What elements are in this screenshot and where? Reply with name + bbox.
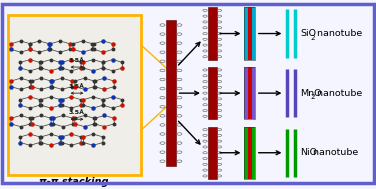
Bar bbox=[252, 67, 255, 119]
Bar bbox=[248, 127, 252, 179]
Bar bbox=[248, 67, 252, 119]
Text: 3.5Å: 3.5Å bbox=[69, 84, 85, 89]
Text: nanotube: nanotube bbox=[310, 148, 358, 157]
Text: NiO: NiO bbox=[300, 148, 318, 157]
Bar bbox=[252, 127, 255, 179]
Bar bbox=[166, 20, 176, 166]
Bar bbox=[244, 67, 255, 119]
Text: 3.5Å: 3.5Å bbox=[69, 110, 85, 115]
Text: nanotube: nanotube bbox=[314, 29, 362, 38]
Bar bbox=[244, 127, 255, 179]
Bar bbox=[244, 127, 248, 179]
Text: 2: 2 bbox=[310, 94, 315, 100]
Text: MnO: MnO bbox=[300, 89, 322, 98]
Text: 3.5Å: 3.5Å bbox=[69, 58, 85, 63]
Text: π-π stacking: π-π stacking bbox=[39, 177, 109, 187]
Text: nanotube: nanotube bbox=[314, 89, 362, 98]
Bar bbox=[244, 7, 248, 60]
Bar bbox=[248, 7, 252, 60]
Bar bbox=[208, 7, 217, 60]
Bar bbox=[208, 67, 217, 119]
Bar bbox=[208, 127, 217, 179]
Bar bbox=[244, 7, 255, 60]
Bar bbox=[8, 15, 141, 175]
Text: SiO: SiO bbox=[300, 29, 317, 38]
Bar bbox=[244, 67, 248, 119]
Bar bbox=[252, 7, 255, 60]
Text: 2: 2 bbox=[310, 35, 315, 41]
